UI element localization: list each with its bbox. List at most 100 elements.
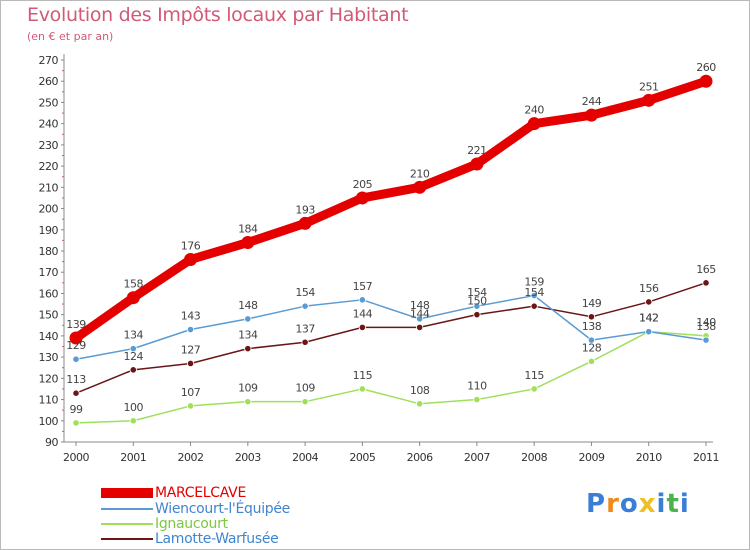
data-label-0: 176 (181, 239, 201, 252)
data-label-3: 150 (467, 295, 487, 308)
data-label-1: 142 (639, 312, 659, 325)
data-point-1 (416, 315, 424, 323)
series-line-1 (75, 294, 707, 360)
legend-label-ignaucourt: Ignaucourt (155, 516, 228, 532)
legend-swatch-lamotte (101, 538, 153, 540)
data-point-3 (587, 313, 596, 321)
data-point-3 (702, 279, 710, 287)
data-label-0: 244 (582, 95, 602, 108)
data-label-2: 140 (696, 316, 716, 329)
data-label-1: 159 (524, 276, 544, 289)
data-point-0 (298, 216, 312, 230)
x-tick-label: 2001 (120, 451, 146, 464)
data-label-1: 157 (353, 280, 373, 293)
y-tick-label: 120 (39, 372, 59, 385)
data-point-1 (530, 291, 538, 300)
data-point-1 (587, 336, 596, 344)
chart-title: Evolution des Impôts locaux par Habitant (27, 4, 409, 26)
data-label-3: 165 (696, 263, 716, 276)
data-point-0 (642, 93, 656, 107)
logo-letter: i (656, 489, 667, 519)
y-tick-label: 150 (39, 309, 59, 322)
data-label-2: 100 (124, 401, 144, 414)
data-point-1 (129, 345, 137, 353)
data-point-2 (530, 385, 538, 393)
data-label-3: 144 (410, 307, 430, 320)
data-point-3 (129, 366, 137, 374)
logo-letter: t (666, 489, 680, 519)
y-tick-label: 140 (39, 330, 59, 343)
data-point-2 (587, 357, 596, 365)
data-label-0: 193 (295, 203, 315, 216)
x-tick-label: 2000 (63, 451, 89, 464)
data-point-3 (301, 338, 309, 346)
y-tick-label: 130 (39, 351, 59, 364)
y-tick-label: 230 (39, 139, 59, 152)
y-tick-label: 110 (39, 394, 59, 407)
y-tick-label: 190 (39, 224, 59, 237)
data-point-2 (72, 419, 80, 427)
data-point-1 (645, 328, 653, 336)
logo-letter: P (586, 489, 607, 519)
x-tick-label: 2011 (693, 451, 719, 464)
data-point-2 (416, 400, 424, 408)
data-point-2 (358, 385, 366, 393)
data-label-3: 154 (524, 286, 544, 299)
data-point-0 (470, 157, 484, 171)
data-label-3: 156 (639, 282, 659, 295)
data-point-0 (241, 236, 255, 250)
data-label-0: 260 (696, 61, 716, 74)
series-line-0 (71, 76, 711, 343)
data-point-1 (244, 315, 252, 323)
logo-letter: o (619, 489, 639, 519)
y-tick-label: 100 (39, 415, 59, 428)
data-label-2: 108 (410, 384, 430, 397)
legend-label-lamotte: Lamotte-Warfusée (155, 531, 279, 547)
data-label-0: 139 (66, 318, 86, 331)
x-tick-label: 2008 (521, 451, 547, 464)
y-tick-label: 170 (39, 266, 59, 279)
data-label-2: 142 (639, 312, 659, 325)
logo-letter: x (638, 489, 657, 519)
proxiti-logo: Proxiti (586, 489, 690, 519)
data-label-2: 115 (524, 369, 544, 382)
x-tick-label: 2003 (235, 451, 261, 464)
series-line-2 (75, 330, 707, 424)
y-tick-label: 220 (39, 160, 59, 173)
data-point-1 (72, 355, 80, 363)
x-tick-label: 2010 (636, 451, 662, 464)
data-point-0 (69, 331, 83, 345)
data-label-0: 251 (639, 80, 659, 93)
data-label-3: 124 (124, 350, 144, 363)
x-tick-label: 2005 (349, 451, 375, 464)
legend-label-marcelcave: MARCELCAVE (155, 485, 246, 501)
data-label-3: 134 (238, 329, 258, 342)
chart-subtitle: (en € et par an) (27, 30, 114, 43)
y-tick-label: 160 (39, 287, 59, 300)
data-label-1: 138 (582, 320, 602, 333)
data-point-2 (473, 395, 481, 404)
data-label-0: 221 (467, 144, 487, 157)
data-point-0 (413, 180, 427, 194)
data-label-1: 148 (238, 299, 258, 312)
y-tick-label: 90 (45, 436, 58, 449)
data-label-1: 143 (181, 310, 201, 323)
legend-swatch-wiencourt (101, 508, 153, 510)
data-point-0 (184, 252, 198, 266)
y-tick-label: 250 (39, 96, 59, 109)
logo-letter: i (679, 489, 690, 519)
y-tick-label: 240 (39, 118, 59, 131)
y-tick-label: 200 (39, 203, 59, 216)
data-label-3: 127 (181, 343, 201, 356)
data-label-0: 158 (124, 278, 144, 291)
data-point-2 (129, 417, 137, 425)
data-point-0 (355, 191, 369, 205)
y-tick-label: 260 (39, 75, 59, 88)
y-tick-label: 180 (39, 245, 59, 258)
legend-swatch-marcelcave (101, 488, 153, 498)
legend-label-wiencourt: Wiencourt-l'Équipée (155, 501, 290, 517)
data-label-1: 154 (467, 286, 487, 299)
x-tick-label: 2004 (292, 451, 318, 464)
x-tick-label: 2009 (578, 451, 604, 464)
